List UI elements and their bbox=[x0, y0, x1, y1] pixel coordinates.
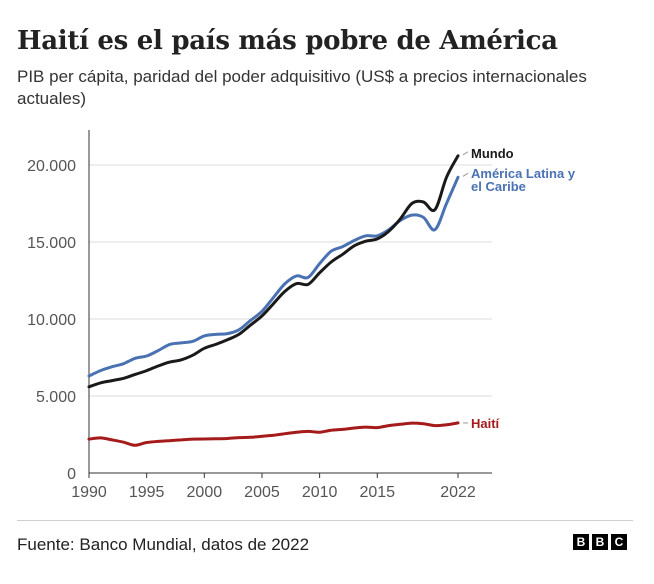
x-tick-label: 2005 bbox=[244, 484, 280, 501]
y-tick-label: 20.000 bbox=[27, 158, 76, 175]
series-line-mundo bbox=[87, 154, 460, 389]
line-chart: 0 5.000 10.000 15.000 20.000 1990 1995 2000 2005… bbox=[27, 130, 576, 501]
bbc-logo-letter: C bbox=[611, 534, 627, 550]
series-label-america-latina: el Caribe bbox=[471, 179, 526, 194]
x-tick-label: 2010 bbox=[302, 484, 338, 501]
bbc-logo: B B C bbox=[573, 534, 627, 550]
x-tick-label: 1995 bbox=[129, 484, 165, 501]
series-label-haiti: Haití bbox=[471, 416, 500, 431]
y-tick-label: 10.000 bbox=[27, 312, 76, 329]
y-tick-label: 0 bbox=[67, 466, 76, 483]
chart-title: Haití es el país más pobre de América bbox=[17, 26, 558, 56]
y-tick-label: 15.000 bbox=[27, 235, 76, 252]
series-label-mundo: Mundo bbox=[471, 146, 514, 161]
x-tick-label: 2000 bbox=[187, 484, 223, 501]
bbc-logo-letter: B bbox=[573, 534, 589, 550]
x-tick-label: 2015 bbox=[359, 484, 395, 501]
chart-subtitle: PIB per cápita, paridad del poder adquis… bbox=[17, 67, 587, 108]
y-tick-label: 5.000 bbox=[36, 389, 76, 406]
bbc-logo-letter: B bbox=[592, 534, 608, 550]
footer-divider bbox=[17, 520, 633, 521]
source-note: Fuente: Banco Mundial, datos de 2022 bbox=[17, 535, 310, 554]
label-leader bbox=[462, 151, 469, 156]
label-leader bbox=[462, 172, 469, 177]
x-tick-label: 2022 bbox=[440, 484, 476, 501]
series-line-america-latina-y-el-caribe bbox=[87, 175, 460, 378]
x-tick-label: 1990 bbox=[71, 484, 107, 501]
series-label-america-latina: América Latina y bbox=[471, 166, 576, 181]
series-line-haiti bbox=[87, 421, 460, 447]
